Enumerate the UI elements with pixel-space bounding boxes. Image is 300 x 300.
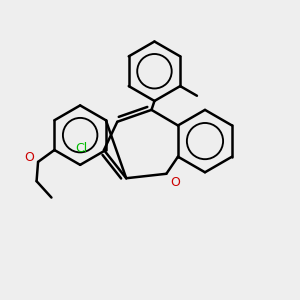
Text: O: O [24, 151, 34, 164]
Text: Cl: Cl [76, 142, 88, 155]
Text: O: O [170, 176, 180, 189]
